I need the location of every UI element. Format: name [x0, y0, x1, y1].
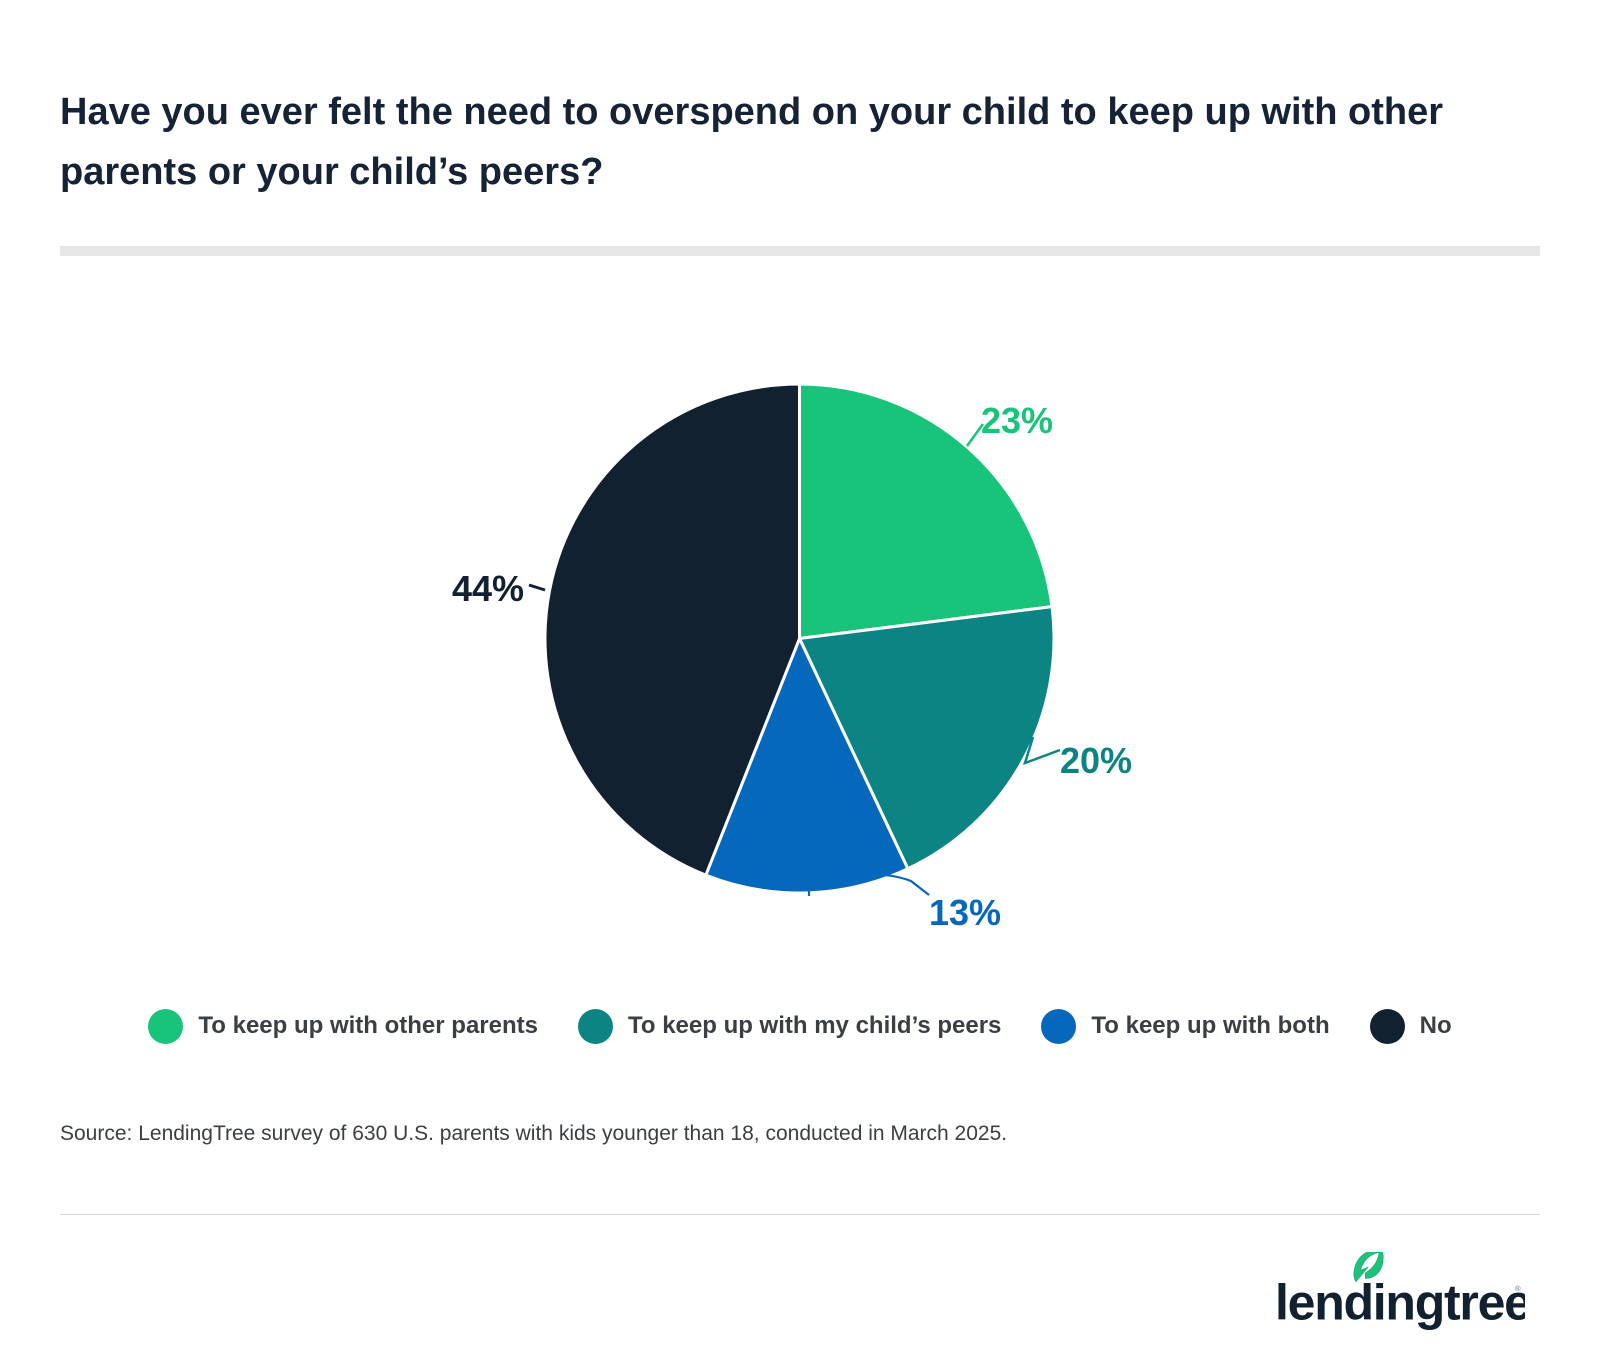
svg-text:23%: 23% [981, 400, 1053, 441]
svg-text:20%: 20% [1060, 740, 1132, 781]
svg-text:44%: 44% [452, 568, 524, 609]
svg-text:13%: 13% [929, 892, 1001, 933]
svg-text:lendingtree: lendingtree [1275, 1275, 1525, 1331]
svg-text:®: ® [1515, 1284, 1521, 1293]
